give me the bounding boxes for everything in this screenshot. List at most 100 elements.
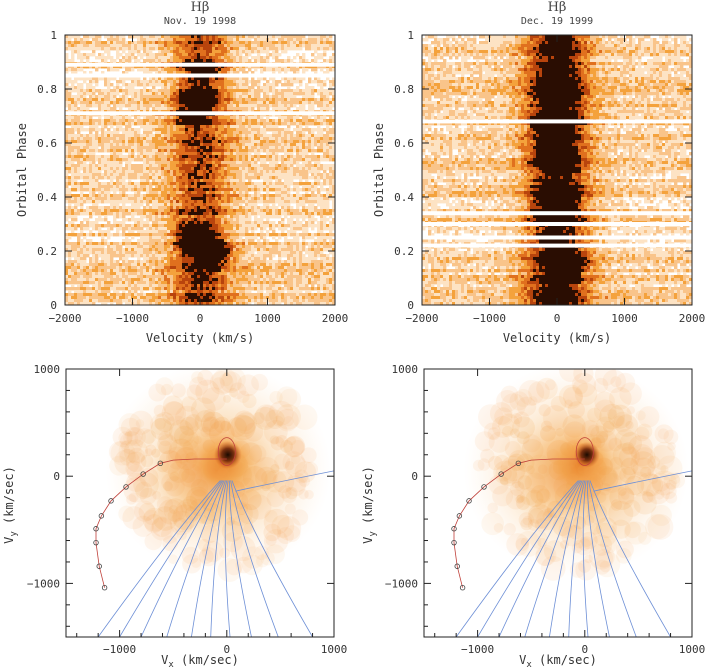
emission-mottle xyxy=(572,379,588,395)
emission-mottle xyxy=(527,519,540,532)
title-right: Hβ xyxy=(548,0,567,15)
stream-curve xyxy=(228,480,252,637)
emission-mottle xyxy=(553,474,578,499)
emission-mottle xyxy=(189,489,209,508)
emission-mottle xyxy=(669,472,686,489)
emission-mottle xyxy=(640,473,664,497)
tomogram-right: −1000 0 1000 −1000 0 1000 Vx (km/sec) Vy (km/… xyxy=(361,363,705,670)
date-right: Dec. 19 1999 xyxy=(521,16,593,27)
emission-mottle xyxy=(498,467,518,487)
emission-mottle xyxy=(125,451,147,473)
emission-mottle xyxy=(202,439,216,453)
emission-mottle xyxy=(177,530,187,541)
emission-mottle xyxy=(290,439,306,456)
emission-mottle xyxy=(528,396,538,406)
emission-mottle xyxy=(487,502,498,514)
emission-mottle xyxy=(546,500,565,518)
emission-mottle xyxy=(618,446,641,468)
emission-mottle xyxy=(110,440,136,466)
emission-mottle xyxy=(191,558,201,568)
emission-mottle xyxy=(517,475,532,490)
missing-spectrum-gap xyxy=(422,222,692,226)
emission-mottle xyxy=(239,442,263,466)
emission-mottle xyxy=(126,494,137,505)
stream-curve xyxy=(586,480,610,637)
stream-marker xyxy=(101,584,108,591)
emission-mottle xyxy=(630,444,654,467)
emission-mottle xyxy=(654,489,665,500)
emission-mottle xyxy=(163,481,173,492)
emission-mottle xyxy=(275,404,301,430)
emission-mottle xyxy=(546,449,560,462)
emission-mottle xyxy=(182,439,199,456)
emission-mottle xyxy=(611,519,631,539)
emission-mottle xyxy=(263,508,290,535)
title-left: Hβ xyxy=(191,0,210,15)
emission-mottle xyxy=(610,499,623,511)
missing-spectrum-gap xyxy=(422,119,692,124)
emission-mottle xyxy=(608,500,634,526)
emission-mottle xyxy=(578,538,591,551)
emission-mottle xyxy=(492,485,514,507)
emission-mottle xyxy=(509,391,529,411)
emission-mottle xyxy=(515,495,524,504)
emission-mottle xyxy=(520,487,539,506)
emission-mottle xyxy=(543,540,566,563)
emission-mottle xyxy=(182,455,203,476)
emission-mottle xyxy=(472,459,485,472)
stream-marker xyxy=(451,526,457,532)
emission-mottle xyxy=(212,369,238,394)
emission-mottle xyxy=(235,412,257,435)
emission-mottle xyxy=(197,369,214,386)
emission-mottle xyxy=(538,404,551,417)
emission-mottle xyxy=(253,456,280,483)
emission-mottle xyxy=(227,500,253,526)
emission-mottle xyxy=(275,435,289,448)
stream-curve xyxy=(235,470,334,492)
stream-curve xyxy=(549,480,584,637)
stream-marker xyxy=(93,526,99,532)
emission-mottle xyxy=(242,554,263,576)
emission-mottle xyxy=(493,522,504,533)
emission-mottle xyxy=(621,491,630,500)
emission-mottle xyxy=(594,491,607,504)
stream-curve xyxy=(140,480,224,637)
emission-mottle xyxy=(283,435,306,457)
emission-mottle xyxy=(520,517,533,531)
emission-mottle xyxy=(581,419,600,438)
emission-mottle xyxy=(265,534,277,546)
emission-mottle xyxy=(529,507,545,524)
emission-mottle xyxy=(537,464,548,475)
emission-mottle xyxy=(584,554,593,564)
emission-mottle xyxy=(243,523,255,535)
emission-mottle xyxy=(202,416,219,432)
emission-mottle xyxy=(171,383,186,398)
emission-mottle xyxy=(209,371,234,395)
emission-mottle xyxy=(496,389,519,413)
trail-ylabel-right: Orbital Phase xyxy=(372,123,386,217)
emission-mottle xyxy=(285,475,306,497)
trail-plot-right: −2000 −1000 0 1000 2000 0 0.2 0.4 0.6 0.8 1 Veloci… xyxy=(372,29,705,345)
emission-mottle xyxy=(149,413,172,436)
emission-mottle xyxy=(185,452,197,464)
emission-mottle xyxy=(579,477,602,500)
emission-mottle xyxy=(540,555,566,581)
x-tick-label: −1000 xyxy=(461,643,494,656)
emission-mottle xyxy=(180,501,192,513)
emission-mottle xyxy=(483,422,501,440)
emission-mottle xyxy=(139,467,159,487)
emission-mottle xyxy=(109,455,130,476)
emission-mottle xyxy=(609,456,623,470)
emission-mottle xyxy=(197,480,206,489)
emission-mottle xyxy=(198,549,214,564)
emission-mottle xyxy=(572,516,586,530)
emission-mottle xyxy=(264,469,287,493)
x-tick-label: −2000 xyxy=(405,312,438,325)
emission-mottle xyxy=(623,499,641,517)
emission-mottle xyxy=(280,439,294,453)
emission-mottle xyxy=(609,386,632,410)
emission-mottle xyxy=(542,405,568,431)
emission-mottle xyxy=(144,448,153,457)
emission-mottle xyxy=(628,435,653,460)
emission-mottle xyxy=(612,443,637,468)
